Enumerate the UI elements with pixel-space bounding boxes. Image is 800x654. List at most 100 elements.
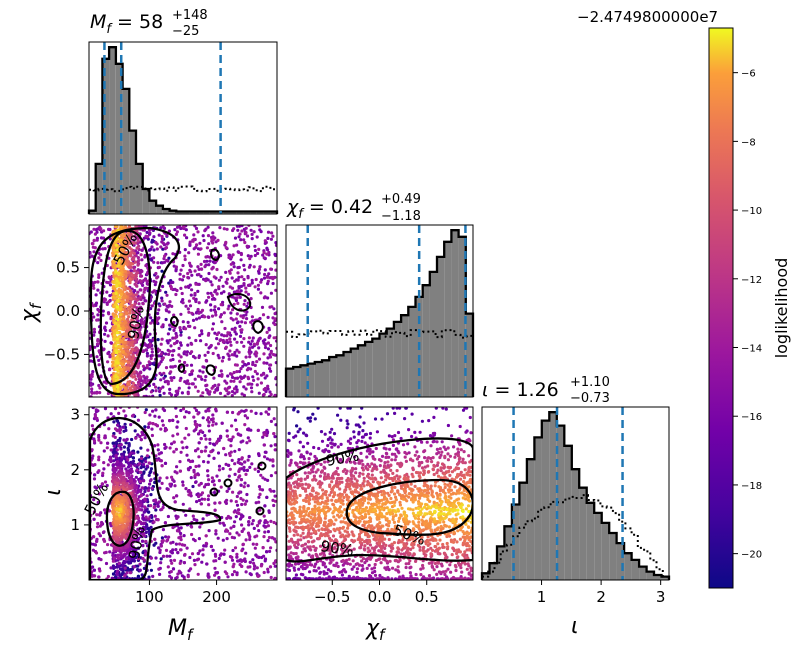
scatter-point: [246, 565, 250, 569]
scatter-point: [129, 269, 133, 273]
scatter-point: [245, 304, 249, 308]
scatter-point: [224, 345, 228, 349]
scatter-point: [234, 515, 238, 519]
scatter-point: [139, 520, 143, 525]
scatter-point: [180, 543, 184, 547]
scatter-point: [261, 476, 265, 480]
scatter-point: [256, 574, 260, 578]
scatter-point: [147, 338, 152, 342]
scatter-point: [230, 535, 234, 540]
scatter-point: [248, 346, 252, 350]
scatter-point: [136, 546, 141, 550]
scatter-point: [228, 349, 232, 353]
scatter-point: [260, 278, 264, 282]
scatter-point: [186, 379, 190, 383]
scatter-point: [183, 233, 187, 237]
scatter-point: [166, 382, 170, 386]
scatter-point: [112, 420, 116, 424]
scatter-point: [160, 481, 164, 485]
scatter-point: [230, 558, 235, 562]
scatter-point: [176, 432, 180, 436]
scatter-point: [160, 419, 164, 423]
scatter-point: [154, 408, 158, 412]
scatter-point: [242, 238, 246, 242]
scatter-point: [144, 408, 148, 412]
scatter-point: [262, 256, 266, 260]
scatter-point: [128, 309, 132, 313]
scatter-point: [240, 564, 244, 569]
scatter-point: [115, 547, 120, 551]
scatter-point: [202, 238, 206, 243]
scatter-point: [257, 500, 261, 504]
scatter-point: [233, 376, 237, 380]
scatter-point: [241, 498, 245, 502]
scatter-point: [185, 546, 189, 550]
scatter-point: [136, 290, 140, 294]
scatter-point: [223, 548, 227, 552]
scatter-point: [107, 227, 111, 231]
scatter-point: [200, 267, 204, 271]
scatter-point: [166, 332, 170, 336]
scatter-point: [221, 284, 225, 288]
scatter-point: [213, 305, 217, 309]
scatter-point: [126, 568, 130, 572]
scatter-point: [227, 255, 231, 260]
scatter-point: [205, 388, 209, 392]
scatter-point: [225, 381, 229, 385]
offset-label: −2.4749800000e7: [577, 8, 718, 26]
scatter-point: [266, 282, 270, 286]
scatter-point: [244, 313, 248, 317]
scatter-point: [112, 248, 117, 252]
scatter-point: [160, 325, 164, 329]
scatter-point: [133, 289, 137, 293]
scatter-point: [101, 309, 105, 313]
scatter-point: [131, 553, 135, 557]
title-chi-plus: +0.49: [381, 192, 421, 207]
scatter-point: [127, 331, 131, 336]
scatter-point: [240, 320, 244, 324]
scatter-point: [97, 275, 101, 279]
scatter-point: [188, 240, 192, 244]
scatter-point: [219, 303, 223, 307]
scatter-point: [187, 411, 191, 415]
scatter-point: [162, 391, 166, 395]
scatter-point: [188, 373, 192, 377]
scatter-point: [244, 570, 248, 574]
scatter-point: [269, 519, 273, 524]
scatter-point: [205, 246, 209, 250]
scatter-point: [159, 378, 163, 382]
scatter-point: [150, 347, 154, 351]
scatter-point: [269, 291, 273, 295]
scatter-point: [262, 361, 266, 365]
scatter-point: [211, 235, 215, 239]
scatter-point: [159, 226, 163, 230]
scatter-point: [229, 499, 233, 503]
scatter-point: [102, 539, 107, 543]
scatter-point: [255, 566, 259, 570]
scatter-point: [214, 532, 218, 536]
scatter-point: [152, 248, 156, 252]
scatter-point: [249, 297, 253, 301]
scatter-point: [250, 390, 254, 394]
title-Mf: Mf = 58: [90, 11, 163, 37]
scatter-point: [145, 363, 149, 368]
scatter-point: [222, 552, 226, 556]
scatter-point: [90, 387, 94, 391]
scatter-point: [116, 258, 120, 262]
scatter-point: [130, 469, 134, 474]
scatter-point: [165, 554, 169, 558]
scatter-point: [210, 480, 215, 484]
scatter-point: [197, 282, 201, 286]
scatter-point: [144, 540, 148, 544]
scatter-point: [164, 366, 169, 370]
scatter-point: [266, 296, 270, 300]
scatter-point: [248, 465, 252, 469]
scatter-point: [209, 343, 213, 348]
scatter-point: [192, 558, 196, 563]
scatter-point: [144, 460, 148, 464]
scatter-point: [230, 555, 234, 560]
scatter-point: [234, 500, 238, 504]
scatter-point: [199, 274, 203, 278]
scatter-point: [145, 464, 149, 468]
scatter-point: [232, 570, 237, 574]
